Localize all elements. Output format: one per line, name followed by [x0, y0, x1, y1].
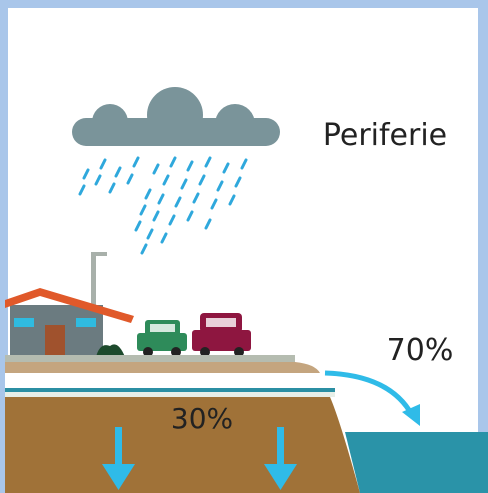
- light-layer: [5, 392, 335, 397]
- road: [5, 355, 295, 362]
- white-layer: [5, 373, 335, 388]
- window: [14, 318, 34, 327]
- water: [345, 432, 488, 493]
- area-label: Periferie: [323, 118, 447, 153]
- topsoil: [5, 362, 320, 373]
- lamp-head: [93, 252, 107, 256]
- water-layer: [5, 388, 335, 392]
- door: [45, 325, 65, 357]
- down-arrow: [277, 427, 284, 467]
- window: [76, 318, 96, 327]
- runoff-label: 70%: [387, 333, 454, 368]
- illustration: Periferie 70% 30%: [0, 0, 488, 493]
- infiltration-label: 30%: [171, 402, 233, 435]
- down-arrow: [115, 427, 122, 467]
